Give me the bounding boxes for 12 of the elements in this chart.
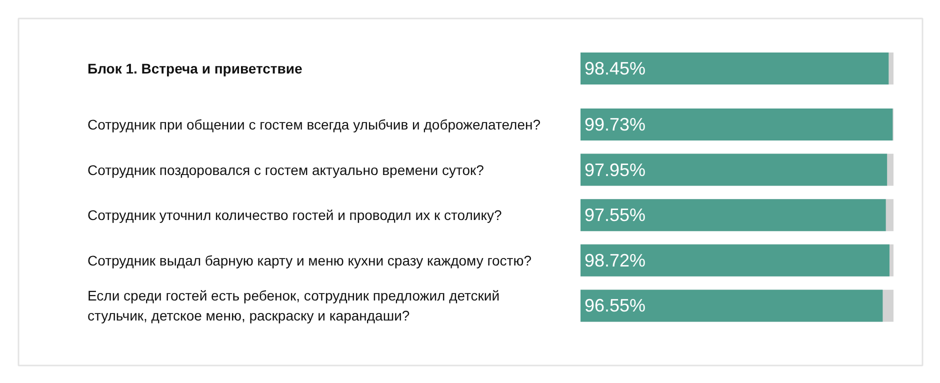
data-label: 99.73% — [584, 114, 646, 134]
y-tick-label: Сотрудник выдал барную карту и меню кухни сразу каждому гостю? — [88, 252, 532, 268]
y-tick-label: Сотрудник поздоровался с гостем актуально времени суток? — [88, 162, 484, 178]
data-label: 97.55% — [584, 205, 646, 226]
data-label: 98.45% — [584, 58, 646, 78]
data-label: 96.55% — [584, 296, 646, 316]
y-tick-label: Если среди гостей есть ребенок, сотрудник предложил детский стульчик, детское меню, раскраску и карандаши? — [88, 288, 500, 324]
y-tick-label: Сотрудник уточнил количество гостей и проводил их к столику? — [88, 207, 502, 224]
y-tick-label: Блок 1. Встреча и приветствие — [88, 60, 302, 76]
data-label: 97.95% — [584, 160, 646, 180]
data-label: 98.72% — [584, 250, 646, 270]
y-tick-label: Сотрудник при общении с гостем всегда улыбчив и доброжелателен? — [88, 116, 541, 132]
